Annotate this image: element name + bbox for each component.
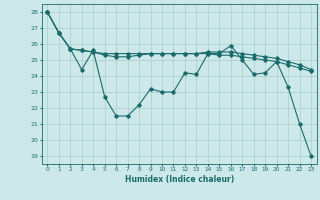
X-axis label: Humidex (Indice chaleur): Humidex (Indice chaleur) xyxy=(124,175,234,184)
